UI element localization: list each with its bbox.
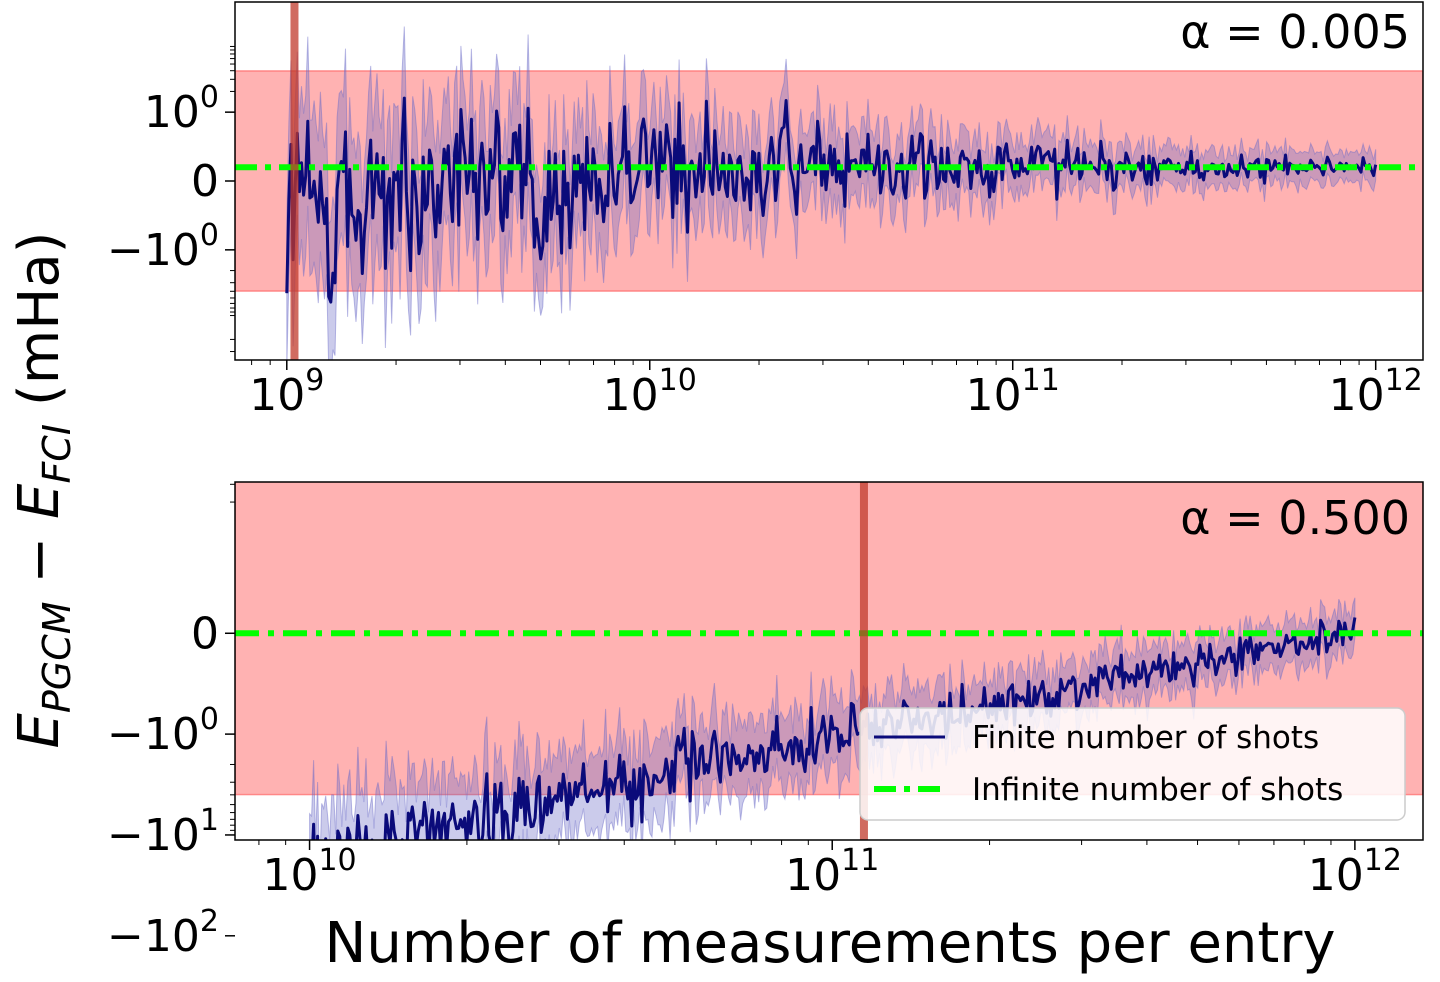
top-x-tick-base: 10 (249, 370, 305, 421)
bottom-y-tick-exp: 2 (200, 904, 219, 939)
top-x-tick-base: 10 (966, 370, 1022, 421)
bottom-x-tick-exp: 10 (318, 843, 356, 878)
bottom-x-ticks: 1010 1011 1012 (258, 840, 1402, 901)
top-x-tick-base: 10 (603, 370, 659, 421)
bottom-y-tick-base: −10 (107, 911, 200, 962)
top-y-tick-exp: 0 (200, 80, 219, 115)
bottom-x-tick-base: 10 (262, 850, 318, 901)
bottom-finite-shots-line (311, 617, 1357, 840)
top-x-tick-base: 10 (1329, 370, 1385, 421)
bottom-y-tick-base: −10 (107, 709, 200, 760)
bottom-axes-frame (234, 481, 1424, 841)
bottom-y-tick-base: 0 (191, 608, 219, 659)
bottom-x-tick-label: 1010 (262, 843, 356, 901)
bottom-y-ticks: 0−100−101−102 (107, 483, 235, 962)
top-x-tick-label: 1011 (966, 363, 1060, 421)
legend: Finite number of shots Infinite number o… (859, 707, 1406, 821)
top-x-tick-exp: 10 (659, 363, 697, 398)
top-x-tick-label: 1010 (603, 363, 697, 421)
top-plot-area (235, 2, 1423, 360)
top-x-tick-label: 1012 (1329, 363, 1423, 421)
bottom-y-tick-label: 0 (191, 608, 219, 659)
bottom-alpha-annotation: α = 0.500 (1180, 491, 1410, 545)
top-x-tick-exp: 12 (1385, 363, 1423, 398)
bottom-y-tick-label: −100 (107, 702, 219, 760)
legend-finite-label: Finite number of shots (972, 720, 1319, 756)
bottom-clipped-group (235, 482, 1423, 840)
top-x-tick-label: 109 (249, 363, 324, 421)
top-y-tick-base: 0 (191, 156, 219, 207)
top-x-ticks: 109 1010 1011 1012 (249, 360, 1423, 421)
top-y-tick-label: −100 (107, 218, 219, 276)
bottom-x-tick-exp: 11 (841, 843, 879, 878)
bottom-y-tick-label: −101 (107, 803, 219, 861)
top-y-tick-exp: 0 (200, 218, 219, 253)
bottom-x-tick-label: 1012 (1308, 843, 1402, 901)
bottom-y-tick-exp: 0 (200, 702, 219, 737)
x-axis-label: Number of measurements per entry (324, 911, 1335, 976)
bottom-plot-area (235, 482, 1423, 840)
bottom-x-tick-label: 1011 (785, 843, 879, 901)
legend-infinite-label: Infinite number of shots (972, 772, 1343, 808)
bottom-x-tick-base: 10 (1308, 850, 1364, 901)
top-finite-shots-line (285, 96, 1378, 304)
bottom-y-tick-label: −102 (107, 904, 219, 962)
top-y-tick-label: 100 (144, 80, 219, 138)
top-clipped-group (235, 2, 1423, 360)
bottom-x-tick-exp: 12 (1364, 843, 1402, 878)
top-uncertainty-band (286, 26, 1377, 360)
bottom-y-tick-base: −10 (107, 810, 200, 861)
top-x-tick-exp: 11 (1022, 363, 1060, 398)
top-alpha-annotation: α = 0.005 (1180, 5, 1410, 59)
bottom-y-tick-exp: 1 (200, 803, 219, 838)
y-axis-label: EPGCM − EFCI (mHa) (7, 231, 79, 748)
top-threshold-vline (290, 2, 299, 360)
top-x-tick-exp: 9 (305, 363, 324, 398)
legend-box (859, 707, 1406, 821)
top-y-tick-label: 0 (191, 156, 219, 207)
bottom-threshold-vline (859, 482, 868, 840)
top-y-tick-base: −10 (107, 225, 200, 276)
top-y-tick-base: 10 (144, 87, 200, 138)
bottom-panel: 1010 1011 1012 0−100−101−102 α = 0.500 Fin… (107, 481, 1424, 962)
bottom-x-tick-base: 10 (785, 850, 841, 901)
